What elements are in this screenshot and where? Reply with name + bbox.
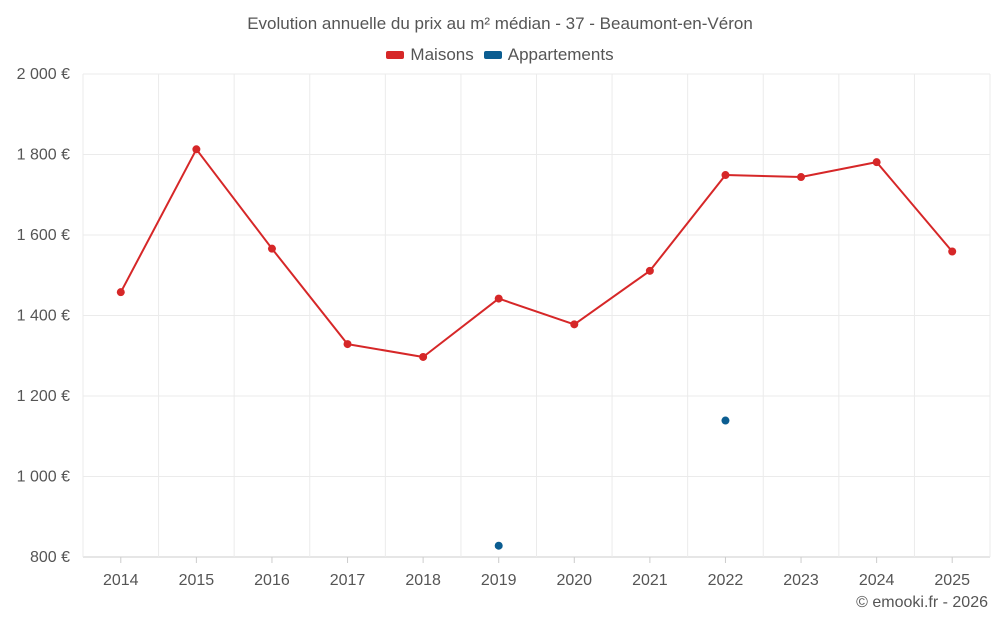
data-point-maisons — [267, 244, 276, 253]
data-point-appartements — [494, 541, 503, 550]
chart-title: Evolution annuelle du prix au m² médian … — [247, 14, 753, 33]
data-point-maisons — [116, 288, 125, 297]
x-tick-label: 2025 — [934, 572, 970, 589]
data-point-maisons — [645, 266, 654, 275]
x-tick-label: 2023 — [783, 572, 819, 589]
x-tick-label: 2019 — [481, 572, 517, 589]
series-layer — [116, 145, 957, 550]
legend: Maisons Appartements — [0, 45, 1000, 65]
legend-swatch-appartements — [483, 51, 502, 59]
data-point-maisons — [192, 145, 201, 154]
x-tick-label: 2016 — [254, 572, 290, 589]
y-tick-label: 1 800 € — [17, 147, 70, 164]
credit-text: © emooki.fr - 2026 — [856, 594, 988, 611]
x-tick-label: 2017 — [330, 572, 366, 589]
legend-item-appartements[interactable]: Appartements — [483, 45, 614, 65]
x-tick-label: 2020 — [556, 572, 592, 589]
x-tick-label: 2014 — [103, 572, 139, 589]
y-tick-label: 1 000 € — [17, 469, 70, 486]
data-point-maisons — [343, 340, 352, 349]
series-line-maisons — [119, 148, 953, 358]
y-tick-label: 1 200 € — [17, 388, 70, 405]
y-tick-label: 2 000 € — [17, 66, 70, 83]
data-point-appartements — [721, 416, 730, 425]
x-tick-label: 2022 — [708, 572, 744, 589]
grid-layer — [82, 73, 991, 558]
y-tick-label: 1 600 € — [17, 227, 70, 244]
axis-layer: 800 € 1 000 € 1 200 € 1 400 € 1 600 € 1 800 €… — [17, 66, 970, 589]
x-tick-label: 2021 — [632, 572, 668, 589]
data-point-maisons — [494, 294, 503, 303]
legend-item-maisons[interactable]: Maisons — [386, 45, 474, 65]
data-point-maisons — [419, 352, 428, 361]
data-point-maisons — [721, 171, 730, 180]
data-point-maisons — [797, 173, 806, 182]
y-tick-label: 1 400 € — [17, 308, 70, 325]
legend-label-maisons: Maisons — [410, 45, 474, 64]
legend-label-appartements: Appartements — [507, 45, 614, 64]
data-point-maisons — [948, 247, 957, 256]
data-point-maisons — [872, 158, 881, 167]
x-tick-label: 2018 — [405, 572, 441, 589]
data-point-maisons — [570, 320, 579, 329]
y-tick-label: 800 € — [30, 549, 70, 566]
x-tick-label: 2024 — [859, 572, 895, 589]
legend-swatch-maisons — [386, 51, 405, 59]
x-tick-label: 2015 — [179, 572, 215, 589]
